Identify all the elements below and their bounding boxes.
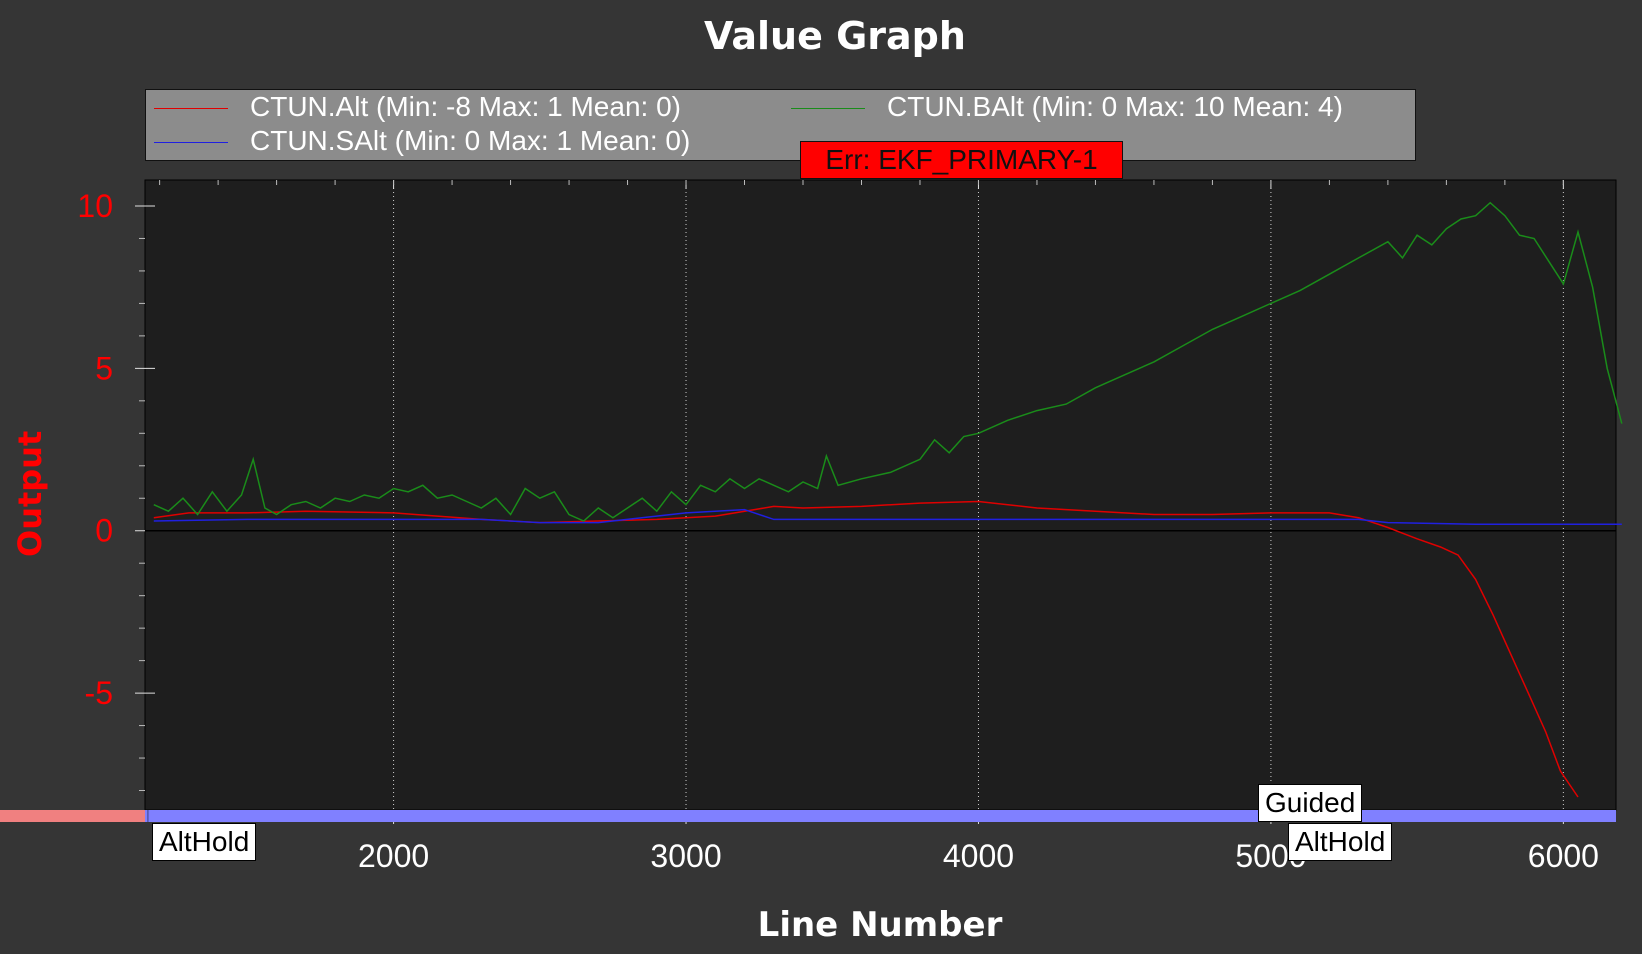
chart-title: Value Graph bbox=[704, 14, 966, 58]
legend-label: CTUN.BAlt (Min: 0 Max: 10 Mean: 4) bbox=[887, 91, 1343, 122]
legend-item-ctun-salt: CTUN.SAlt (Min: 0 Max: 1 Mean: 0) bbox=[154, 124, 690, 158]
x-tick-label: 4000 bbox=[943, 838, 1014, 874]
y-tick-label: -5 bbox=[85, 675, 113, 711]
error-annotation: Err: EKF_PRIMARY-1 bbox=[800, 141, 1123, 179]
y-tick-label: 5 bbox=[95, 350, 113, 386]
legend-label: CTUN.Alt (Min: -8 Max: 1 Mean: 0) bbox=[250, 91, 681, 122]
legend-item-ctun-balt: CTUN.BAlt (Min: 0 Max: 10 Mean: 4) bbox=[791, 90, 1343, 124]
mode-bar-pre bbox=[0, 810, 145, 822]
y-tick-label: 0 bbox=[95, 513, 113, 549]
legend-label: CTUN.SAlt (Min: 0 Max: 1 Mean: 0) bbox=[250, 125, 691, 156]
series-line-2 bbox=[153, 508, 1622, 525]
x-tick-label: 6000 bbox=[1528, 838, 1599, 874]
series-line-0 bbox=[153, 500, 1579, 798]
x-tick-label: 3000 bbox=[650, 838, 721, 874]
legend: CTUN.Alt (Min: -8 Max: 1 Mean: 0) CTUN.B… bbox=[145, 89, 1416, 161]
mode-label-althold: AltHold bbox=[152, 823, 257, 861]
x-axis-label: Line Number bbox=[757, 905, 1003, 945]
plot-area bbox=[144, 179, 1617, 811]
mode-bar bbox=[145, 810, 1616, 822]
legend-swatch-blue bbox=[154, 142, 228, 144]
legend-swatch-red bbox=[154, 108, 228, 110]
mode-label-althold-2: AltHold bbox=[1288, 823, 1393, 861]
legend-item-ctun-alt: CTUN.Alt (Min: -8 Max: 1 Mean: 0) bbox=[154, 90, 681, 124]
y-tick-label: 10 bbox=[77, 188, 113, 224]
series-line-1 bbox=[153, 201, 1623, 522]
mode-label-guided: Guided bbox=[1258, 784, 1363, 822]
x-tick-label: 2000 bbox=[358, 838, 429, 874]
legend-swatch-green bbox=[791, 108, 865, 110]
y-axis-label: Output bbox=[11, 430, 49, 557]
